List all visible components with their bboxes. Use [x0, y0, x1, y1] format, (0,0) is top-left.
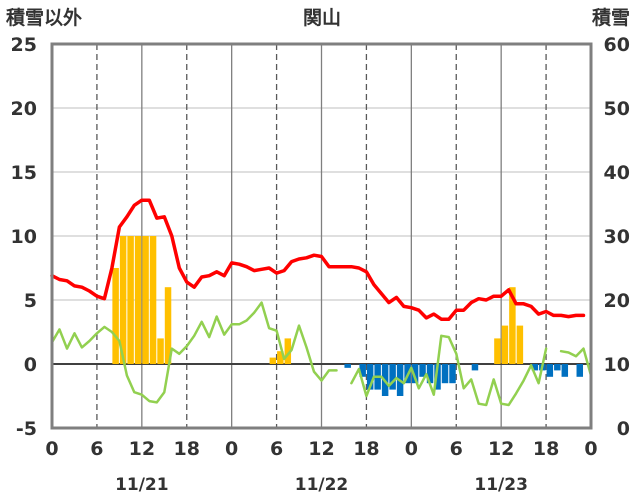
green-line — [559, 347, 593, 377]
bar-positive — [134, 236, 142, 364]
plot-frame — [50, 42, 593, 430]
frame-border — [50, 42, 593, 430]
x-tick-label: 18 — [533, 438, 559, 460]
bar-positive — [516, 325, 524, 364]
left-tick-label: 20 — [11, 98, 37, 120]
right-tick-label: 20 — [604, 290, 630, 312]
bar-negative — [561, 364, 569, 377]
x-tick-label: 6 — [90, 438, 103, 460]
bar-negative — [359, 364, 366, 377]
bar-positive — [501, 325, 509, 364]
right-axis-ticks: 0 10 20 30 40 50 60 — [604, 34, 630, 440]
right-tick-label: 0 — [617, 418, 630, 440]
left-tick-label: 5 — [24, 290, 37, 312]
bar-positive — [494, 338, 501, 364]
x-tick-label: 0 — [405, 438, 418, 460]
bar-positive — [149, 236, 157, 364]
x-tick-label: 6 — [450, 438, 463, 460]
x-tick-label: 18 — [174, 438, 200, 460]
x-axis-ticks: 0 6 12 18 0 6 12 18 0 6 12 18 0 — [45, 438, 597, 460]
bar-positive — [164, 287, 172, 364]
left-axis-ticks: -5 0 5 10 15 20 25 — [11, 34, 37, 440]
x-tick-label: 0 — [45, 438, 58, 460]
x-tick-label: 6 — [270, 438, 283, 460]
date-label: 11/22 — [295, 475, 349, 495]
x-tick-label: 18 — [353, 438, 379, 460]
bar-negative — [576, 364, 584, 377]
bar-positive — [119, 236, 127, 364]
bar-negative — [366, 364, 374, 390]
bar-positive — [284, 338, 292, 364]
red-line — [50, 198, 586, 321]
right-tick-label: 30 — [604, 226, 630, 248]
bar-negative — [426, 364, 434, 384]
right-tick-label: 40 — [604, 162, 630, 184]
bar-negative — [389, 364, 396, 390]
bar-positive — [142, 236, 149, 364]
green-line — [50, 301, 338, 404]
x-tick-label: 0 — [584, 438, 597, 460]
bar-negative — [419, 364, 426, 377]
x-tick-label: 12 — [308, 438, 334, 460]
right-tick-label: 10 — [604, 354, 630, 376]
bar-positive — [157, 338, 164, 364]
left-tick-label: -5 — [16, 418, 37, 440]
green-line — [350, 334, 548, 407]
bar-negative — [546, 364, 554, 377]
left-tick-label: 25 — [11, 34, 37, 56]
bar-positive — [509, 287, 516, 364]
bar-positive — [112, 268, 119, 364]
grid-lines — [52, 44, 591, 428]
bar-positive — [269, 357, 277, 364]
x-tick-label: 0 — [225, 438, 238, 460]
bar-series — [112, 236, 584, 396]
bar-negative — [411, 364, 419, 384]
left-tick-label: 0 — [24, 354, 37, 376]
date-label: 11/21 — [115, 475, 169, 495]
bar-negative — [449, 364, 456, 384]
bar-negative — [441, 364, 449, 384]
date-labels: 11/21 11/22 11/23 — [115, 475, 528, 495]
left-tick-label: 10 — [11, 226, 37, 248]
chart-title: 関山 — [303, 7, 341, 29]
bar-negative — [471, 364, 479, 371]
right-tick-label: 60 — [604, 34, 630, 56]
bar-positive — [277, 351, 284, 364]
date-label: 11/23 — [474, 475, 528, 495]
x-tick-label: 12 — [488, 438, 514, 460]
bar-negative — [434, 364, 441, 390]
left-axis-label: 積雪以外 — [6, 6, 82, 29]
x-tick-label: 12 — [129, 438, 155, 460]
bar-negative — [344, 364, 351, 368]
bar-negative — [554, 364, 561, 371]
bar-negative — [531, 364, 539, 371]
right-axis-label: 積雪 — [592, 6, 630, 29]
left-tick-label: 15 — [11, 162, 37, 184]
bar-positive — [127, 236, 134, 364]
right-tick-label: 50 — [604, 98, 630, 120]
